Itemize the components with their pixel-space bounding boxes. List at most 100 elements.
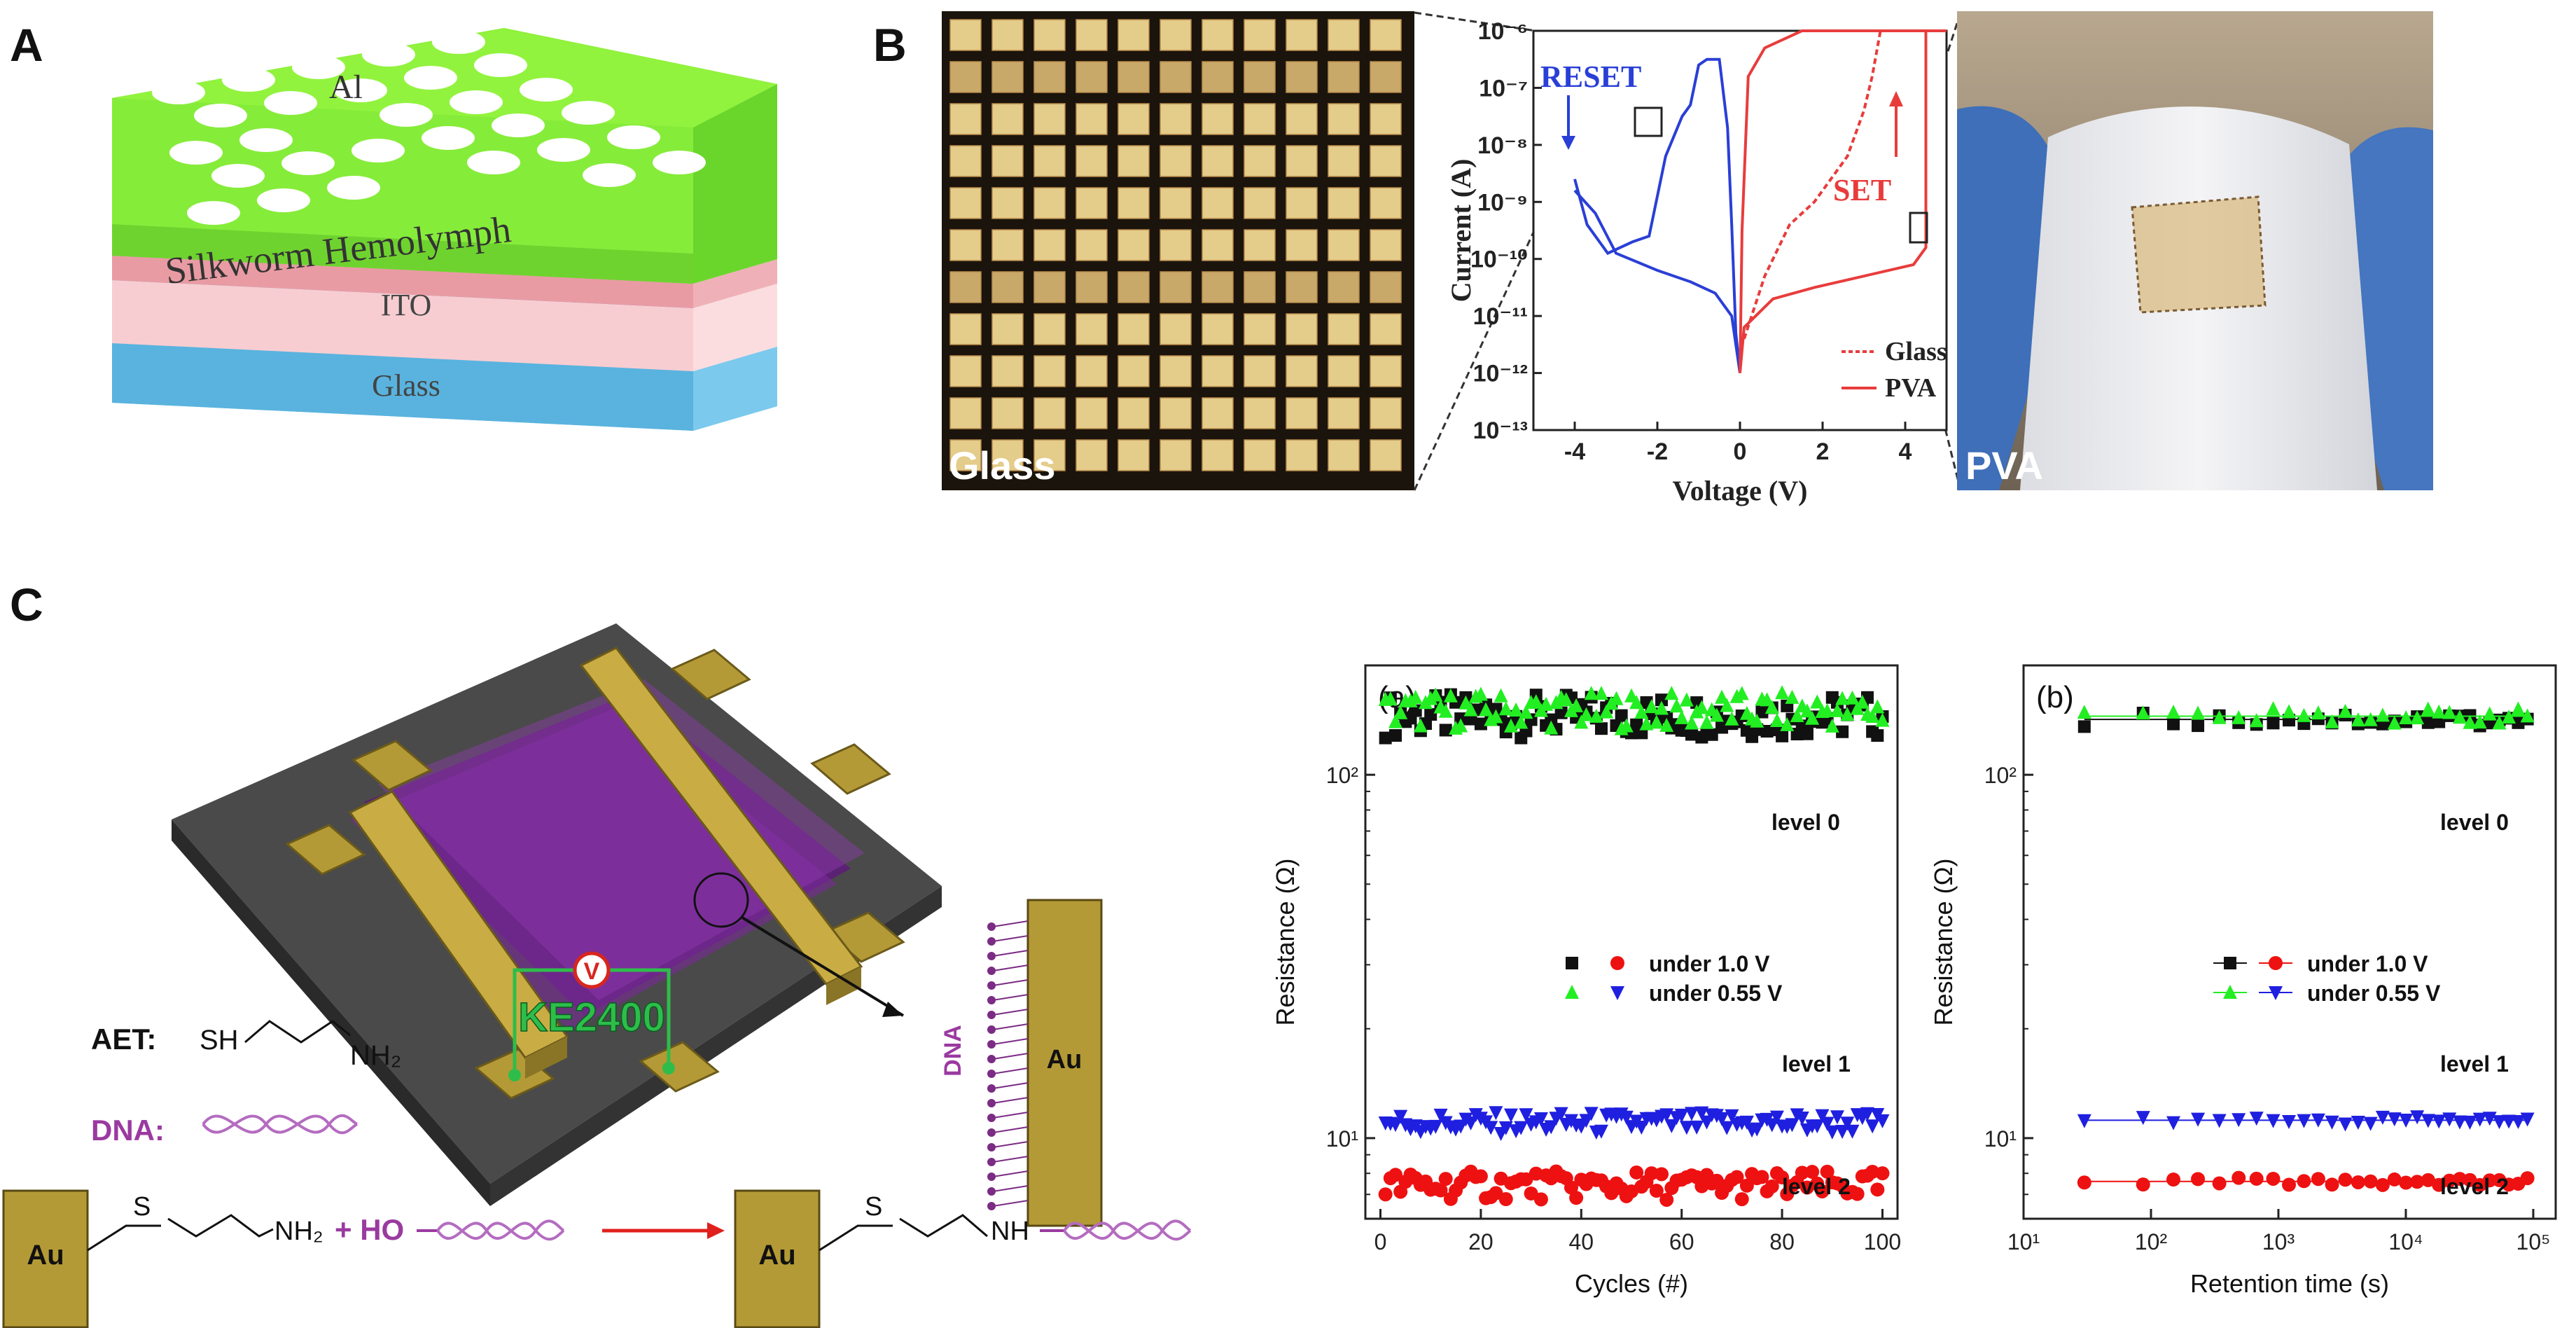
- data-point-circle: [1764, 1179, 1779, 1194]
- data-point-triangle-down: [1725, 1109, 1739, 1123]
- data-point-triangle-down: [1674, 1108, 1689, 1123]
- dna-label: DNA:: [91, 1114, 165, 1147]
- data-point-triangle: [2266, 701, 2281, 716]
- electrode-cell: [1075, 145, 1108, 177]
- iv-curve: [1573, 189, 1741, 373]
- data-point-triangle-down: [2077, 1114, 2091, 1128]
- dna-strand-end: [987, 996, 996, 1004]
- reset-inset-box: [1634, 106, 1663, 137]
- electrode-cell: [1160, 19, 1192, 51]
- data-point-square: [1439, 724, 1452, 737]
- data-point-triangle: [2232, 710, 2246, 724]
- electrode-cell: [949, 355, 982, 387]
- electrode-cell: [1033, 61, 1066, 93]
- electrode-cell: [991, 397, 1024, 429]
- electrode-cell: [1202, 187, 1234, 219]
- data-point-triangle-down: [1825, 1125, 1839, 1140]
- data-point-triangle: [1769, 712, 1784, 727]
- electrode-cell: [1328, 313, 1360, 345]
- electrode-cell: [1033, 271, 1066, 303]
- data-point-triangle-down: [1503, 1108, 1518, 1123]
- iv-xtick-label: -4: [1564, 438, 1585, 465]
- legend-label: under 0.55 V: [1649, 981, 1783, 1006]
- data-point-square: [2224, 957, 2236, 969]
- reaction-nh2: NH₂: [274, 1217, 323, 1246]
- electrode-cell: [1202, 103, 1234, 135]
- iv-xtick-label: 2: [1816, 438, 1830, 465]
- data-point-circle: [1870, 1182, 1885, 1197]
- data-point-triangle-down: [2375, 1110, 2390, 1125]
- data-point-triangle: [2463, 714, 2477, 729]
- data-point-circle: [2191, 1172, 2206, 1187]
- dna-strand: [992, 1170, 1029, 1177]
- iv-curve: [1739, 29, 1947, 373]
- data-point-triangle-down: [1750, 1122, 1764, 1137]
- electrode-cell: [1033, 187, 1066, 219]
- data-point-triangle-down: [1489, 1106, 1503, 1121]
- iv-ytick-label: 10⁻⁹: [1477, 189, 1528, 216]
- data-point-triangle-down: [2212, 1114, 2227, 1128]
- electrode-cell: [991, 19, 1024, 51]
- dna-strand: [992, 1200, 1029, 1207]
- data-point-triangle: [1589, 708, 1603, 723]
- electrode-cell: [1202, 19, 1234, 51]
- data-point-triangle-down: [1428, 1119, 1443, 1134]
- data-point-square: [1685, 728, 1699, 741]
- electrode-cell: [949, 61, 982, 93]
- dna-strand: [992, 1185, 1029, 1192]
- data-point-square: [2192, 719, 2205, 733]
- data-point-triangle-down: [2166, 1116, 2181, 1130]
- data-point-triangle: [2375, 707, 2390, 722]
- electrode-cell: [1075, 103, 1108, 135]
- electrode-cell: [1118, 19, 1150, 51]
- xtick-label: 10¹: [2007, 1229, 2040, 1254]
- data-point-triangle: [1559, 692, 1573, 707]
- data-point-triangle: [1509, 702, 1524, 717]
- electrode-cell: [1244, 355, 1276, 387]
- dna-strand-end: [987, 1055, 996, 1063]
- electrode-cell: [1075, 355, 1108, 387]
- xtick-label: 10⁴: [2388, 1229, 2423, 1254]
- data-point-circle: [1755, 1170, 1769, 1184]
- electrode-cell: [1118, 103, 1150, 135]
- data-point-triangle: [1629, 695, 1644, 710]
- data-point-circle: [2338, 1173, 2353, 1187]
- data-point-triangle: [2338, 703, 2353, 718]
- data-point-triangle-down: [1820, 1116, 1834, 1131]
- data-point-triangle: [1634, 705, 1649, 719]
- ytick-label: 10²: [1984, 763, 2017, 788]
- electrode-cell: [949, 103, 982, 135]
- electrode-cell: [1328, 355, 1360, 387]
- electrode-cell: [1370, 145, 1402, 177]
- data-point-circle: [1533, 1192, 1548, 1207]
- iv-xtick-label: 0: [1734, 438, 1747, 465]
- data-point-triangle: [2297, 707, 2311, 722]
- data-point-triangle: [1514, 714, 1529, 729]
- electrode-cell: [1202, 145, 1234, 177]
- data-point-triangle: [1584, 686, 1599, 700]
- dna-strand: [992, 950, 1029, 957]
- data-point-circle: [1644, 1166, 1659, 1181]
- electrode-cell: [1328, 19, 1360, 51]
- data-point-triangle: [1764, 700, 1779, 714]
- dna-strand: [992, 1009, 1029, 1016]
- data-point-circle: [1655, 1167, 1669, 1182]
- dna-strand: [992, 935, 1029, 942]
- electrode-cell: [949, 397, 982, 429]
- data-point-triangle: [1544, 720, 1559, 735]
- data-point-triangle: [2502, 709, 2516, 724]
- dna-strand-end: [987, 922, 996, 931]
- electrode-cell: [1370, 103, 1402, 135]
- set-arrowhead: [1889, 91, 1903, 106]
- electrode-cell: [1286, 103, 1318, 135]
- pva-photo-label: PVA: [1965, 443, 2043, 487]
- data-point-triangle: [1408, 689, 1423, 704]
- data-point-triangle: [1463, 702, 1478, 717]
- panel-label-b: B: [873, 19, 907, 71]
- data-point-circle: [2311, 1172, 2325, 1187]
- dna-strand: [992, 1067, 1029, 1074]
- data-point-triangle: [2282, 704, 2297, 719]
- data-point-triangle: [1855, 694, 1870, 709]
- electrode-cell: [1370, 61, 1402, 93]
- data-point-square: [2432, 715, 2446, 728]
